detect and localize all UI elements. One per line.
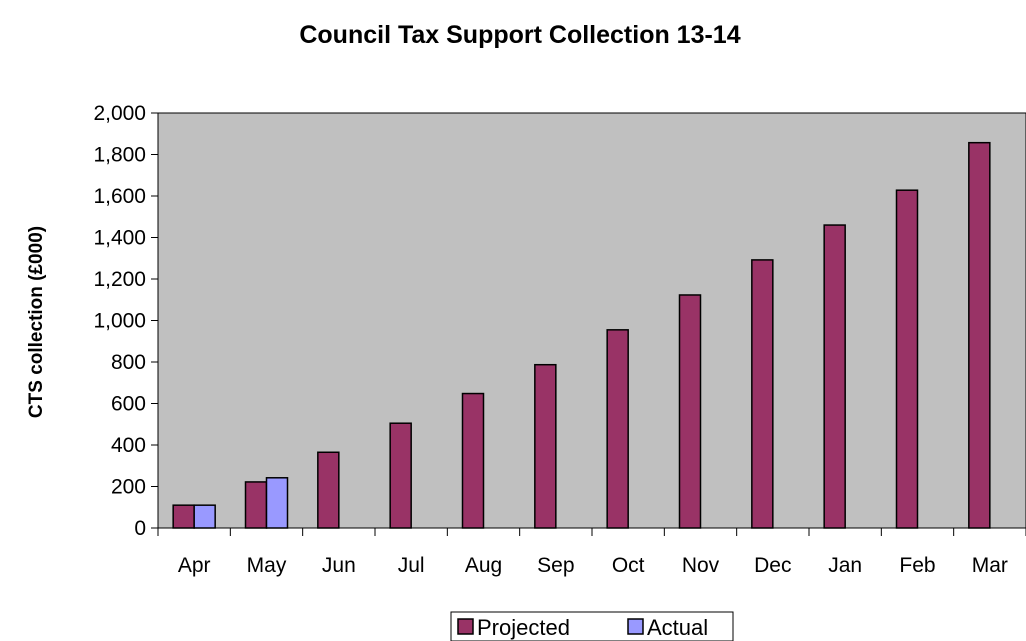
y-tick-label: 200: [111, 476, 146, 499]
x-tick-label: Dec: [754, 554, 791, 577]
x-tick-label: Feb: [899, 554, 935, 577]
x-tick-label: Oct: [612, 554, 645, 577]
bar-projected-may: [244, 481, 268, 529]
bar-projected-jan: [823, 224, 846, 529]
x-tick-label: Sep: [537, 554, 574, 577]
y-tick-label: 1,800: [93, 144, 146, 167]
y-tick-label: 1,200: [93, 268, 146, 291]
x-axis: Apr May Jun Jul Aug Sep Oct Nov Dec Jan Feb Mar: [157, 527, 1026, 577]
bar-projected-sep: [534, 363, 557, 529]
y-tick-label: 600: [111, 393, 146, 416]
legend-swatch-projected: [457, 618, 474, 635]
y-tick-label: 1,000: [93, 310, 146, 333]
legend-label-projected: Projected: [477, 615, 570, 640]
y-tick-label: 800: [111, 351, 146, 374]
y-axis-label: CTS collection (£000): [26, 226, 47, 418]
y-axis: 0 200 400 600 800 1,000 1,200 1,400 1,600 1,800 2,…: [93, 102, 159, 540]
legend-box: [450, 611, 734, 641]
legend-label-actual: Actual: [647, 615, 708, 640]
plot-area: [157, 112, 1026, 529]
bar-projected-mar: [968, 141, 991, 529]
bar-projected-feb: [895, 189, 919, 529]
x-tick-label: Nov: [682, 554, 720, 577]
x-tick-label: Jan: [828, 554, 862, 577]
x-tick-label: Aug: [465, 554, 502, 577]
x-tick-label: Jul: [398, 554, 425, 577]
bar-projected-jul: [389, 422, 412, 529]
x-tick-label: Mar: [972, 554, 1008, 577]
chart-title: Council Tax Support Collection 13-14: [299, 21, 740, 49]
bars: [172, 141, 991, 529]
x-tick-label: Jun: [322, 554, 356, 577]
bar-projected-dec: [751, 259, 774, 529]
y-tick-label: 400: [111, 434, 146, 457]
bar-actual-apr: [193, 504, 216, 529]
bar-projected-nov: [678, 294, 702, 529]
bar-projected-apr: [172, 504, 195, 529]
bar-projected-oct: [606, 329, 629, 529]
legend-swatch-actual: [627, 618, 644, 635]
bar-projected-jun: [317, 451, 340, 529]
legend: Projected Actual: [450, 611, 734, 641]
x-tick-label: Apr: [178, 554, 211, 577]
x-tick-label: May: [247, 554, 287, 577]
bar-actual-may: [265, 477, 289, 529]
bar-projected-aug: [461, 392, 485, 529]
y-tick-label: 1,400: [93, 227, 146, 250]
y-tick-label: 1,600: [93, 185, 146, 208]
y-tick-label: 2,000: [93, 102, 146, 125]
y-tick-label: 0: [134, 517, 146, 540]
